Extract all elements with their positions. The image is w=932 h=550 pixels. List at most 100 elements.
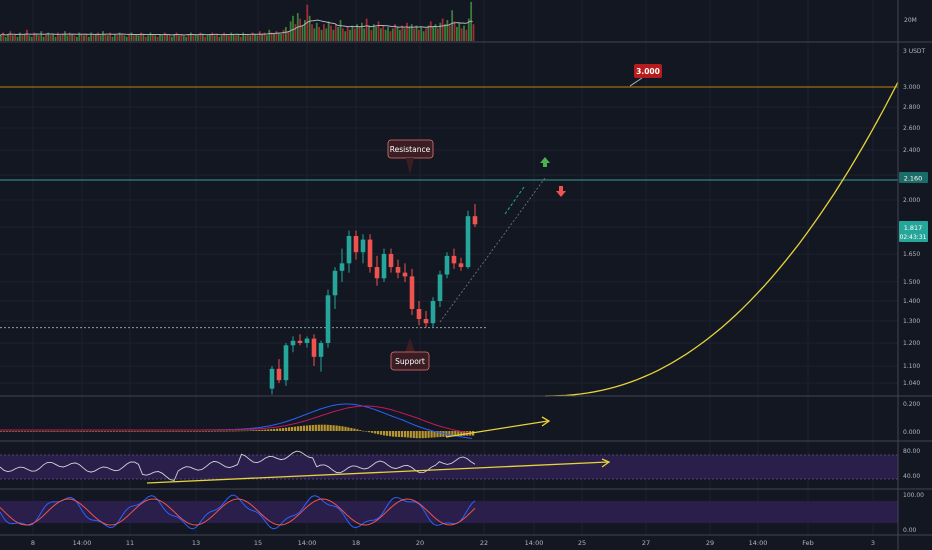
volume-bar: [273, 34, 275, 41]
time-axis-label: 15: [254, 539, 262, 547]
volume-bar: [28, 35, 31, 41]
volume-bar: [147, 35, 150, 41]
macd-histogram-bar: [436, 431, 439, 438]
volume-bar: [318, 27, 321, 41]
price-axis-label: 3.000: [903, 84, 920, 91]
macd-histogram-bar: [47, 431, 50, 432]
target-callout[interactable]: 3.000: [629, 64, 662, 87]
projection-curve[interactable]: [544, 81, 899, 397]
rsi-trend-line[interactable]: [146, 461, 609, 484]
macd-histogram-bar: [314, 424, 317, 431]
macd-histogram-bar: [350, 428, 353, 431]
volume-panel[interactable]: 20M: [0, 1, 917, 42]
macd-histogram-bar: [454, 431, 457, 437]
macd-histogram-bar: [234, 430, 237, 432]
volume-bar: [413, 28, 416, 41]
macd-histogram-bar: [178, 431, 181, 432]
volume-bar: [444, 24, 446, 41]
price-panel[interactable]: 3 USDT Resistance Support 3.000 3.000: [0, 48, 928, 397]
price-axis-label: 1.650: [903, 251, 920, 258]
support-callout[interactable]: Support: [390, 338, 430, 371]
volume-bar: [121, 34, 123, 41]
arrow-down-icon: [556, 186, 566, 197]
macd-histogram-bar: [448, 431, 451, 437]
macd-histogram-bar: [187, 431, 190, 432]
macd-histogram-bar: [329, 425, 332, 431]
volume-bar: [128, 34, 131, 41]
volume-bar: [59, 35, 62, 41]
volume-bar: [78, 32, 81, 41]
macd-histogram-bar: [71, 431, 74, 432]
volume-bar: [446, 20, 449, 41]
support-label: Support: [395, 357, 425, 366]
volume-bar: [408, 27, 411, 41]
macd-histogram-bar: [112, 431, 115, 432]
volume-bar: [391, 28, 394, 41]
macd-panel[interactable]: 0.200 0.000: [0, 401, 920, 439]
candle-body: [416, 309, 422, 319]
macd-histogram-bar: [323, 424, 326, 431]
stochastic-panel[interactable]: 100.00 0.00: [0, 492, 924, 534]
volume-bar: [456, 27, 458, 41]
candle-body: [423, 319, 429, 324]
resistance-callout[interactable]: Resistance: [387, 139, 434, 175]
macd-trend-line[interactable]: [445, 420, 549, 438]
volume-bar: [61, 34, 64, 41]
macd-histogram-bar: [430, 431, 433, 438]
macd-histogram-bar: [148, 431, 151, 432]
volume-bar: [42, 36, 45, 41]
candle-body: [444, 255, 450, 275]
macd-histogram-bar: [433, 431, 436, 438]
macd-histogram-bar: [397, 431, 400, 437]
volume-bar: [337, 27, 340, 41]
macd-histogram-bar: [359, 430, 362, 431]
macd-histogram-bar: [409, 431, 412, 438]
volume-bar: [95, 34, 97, 41]
volume-bar: [339, 20, 342, 41]
candle-body: [283, 345, 289, 381]
current-price-box: 1.817 02:43:31: [899, 221, 928, 242]
volume-bar: [261, 34, 264, 41]
volume-bar: [73, 35, 76, 41]
macd-histogram-bar: [190, 431, 193, 432]
volume-bar: [11, 35, 14, 41]
macd-histogram-bar: [169, 431, 172, 432]
volume-bar: [406, 22, 408, 41]
macd-histogram-bar: [240, 430, 243, 432]
macd-histogram-bar: [172, 431, 175, 432]
macd-histogram-bar: [279, 428, 282, 431]
volume-bar: [90, 32, 93, 41]
macd-histogram-bar: [68, 431, 71, 432]
volume-bar: [396, 27, 399, 41]
macd-histogram-bar: [103, 431, 107, 432]
volume-bar: [308, 15, 311, 42]
macd-histogram-bar: [80, 431, 83, 432]
volume-bar: [256, 35, 259, 41]
macd-histogram-bar: [17, 431, 20, 432]
macd-histogram-bar: [302, 425, 305, 431]
volume-bar: [230, 32, 233, 41]
volume-bar: [282, 29, 285, 41]
volume-bar: [237, 34, 240, 41]
volume-bar: [216, 34, 218, 41]
volume-bar: [111, 36, 114, 41]
macd-histogram-bar: [338, 425, 341, 431]
time-axis[interactable]: 8 14:00 11 13 15 14:00 18 20 22 14:00 25 27 29 14:00 F…: [31, 539, 875, 547]
macd-histogram-bar: [32, 431, 35, 432]
volume-bar: [87, 36, 90, 41]
rsi-panel[interactable]: 80.00 40.00: [0, 448, 920, 484]
projection-arrow-line[interactable]: [504, 186, 525, 215]
macd-histogram-bar: [424, 431, 427, 438]
volume-scale-label: 20M: [904, 17, 917, 24]
macd-histogram-bar: [41, 431, 44, 432]
macd-histogram-bar: [371, 431, 374, 433]
volume-bar: [154, 35, 157, 41]
candle-body: [409, 276, 415, 309]
volume-bar: [365, 18, 368, 41]
volume-bar: [140, 32, 142, 41]
macd-histogram-bar: [118, 431, 121, 432]
trend-projection-line[interactable]: [439, 177, 546, 323]
volume-bar: [258, 31, 261, 41]
volume-bar: [38, 35, 40, 41]
